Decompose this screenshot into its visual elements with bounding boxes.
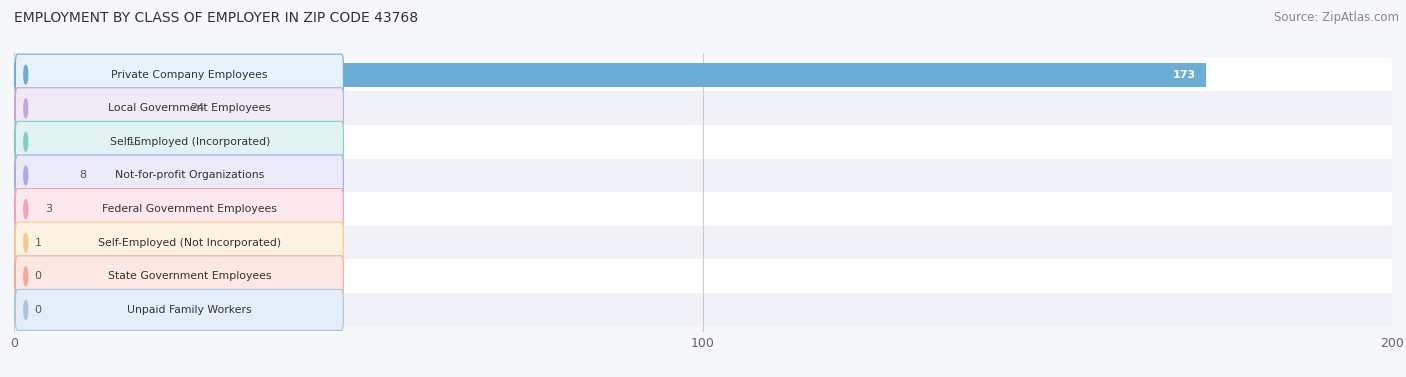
Text: 8: 8 — [80, 170, 87, 181]
Circle shape — [24, 65, 28, 84]
Bar — [14, 63, 1206, 87]
Circle shape — [24, 267, 28, 286]
Bar — [14, 264, 20, 288]
Circle shape — [24, 300, 28, 319]
FancyBboxPatch shape — [15, 88, 343, 129]
Bar — [14, 125, 1392, 159]
Bar — [14, 130, 118, 154]
Bar — [14, 192, 1392, 226]
Text: Self-Employed (Not Incorporated): Self-Employed (Not Incorporated) — [98, 238, 281, 248]
Text: Private Company Employees: Private Company Employees — [111, 70, 269, 80]
FancyBboxPatch shape — [15, 256, 343, 297]
Text: 0: 0 — [35, 305, 42, 315]
FancyBboxPatch shape — [15, 222, 343, 263]
Text: 24: 24 — [190, 103, 204, 113]
Text: 173: 173 — [1173, 70, 1195, 80]
Text: Federal Government Employees: Federal Government Employees — [103, 204, 277, 214]
FancyBboxPatch shape — [15, 121, 343, 162]
Bar — [14, 96, 180, 120]
FancyBboxPatch shape — [15, 290, 343, 330]
FancyBboxPatch shape — [15, 188, 343, 230]
Text: 1: 1 — [35, 238, 42, 248]
Text: Self-Employed (Incorporated): Self-Employed (Incorporated) — [110, 137, 270, 147]
Circle shape — [24, 200, 28, 218]
Bar — [14, 159, 1392, 192]
Text: Unpaid Family Workers: Unpaid Family Workers — [128, 305, 252, 315]
Bar — [14, 197, 35, 221]
Circle shape — [24, 132, 28, 151]
Bar — [14, 92, 1392, 125]
Bar — [14, 298, 20, 322]
Circle shape — [24, 99, 28, 118]
Bar — [14, 231, 21, 255]
Circle shape — [24, 166, 28, 185]
Bar — [14, 163, 69, 188]
Text: Not-for-profit Organizations: Not-for-profit Organizations — [115, 170, 264, 181]
FancyBboxPatch shape — [15, 54, 343, 95]
Bar — [14, 259, 1392, 293]
Text: 3: 3 — [45, 204, 52, 214]
Text: State Government Employees: State Government Employees — [108, 271, 271, 281]
Circle shape — [24, 233, 28, 252]
Bar — [14, 58, 1392, 92]
Text: Local Government Employees: Local Government Employees — [108, 103, 271, 113]
Bar — [14, 226, 1392, 259]
Text: EMPLOYMENT BY CLASS OF EMPLOYER IN ZIP CODE 43768: EMPLOYMENT BY CLASS OF EMPLOYER IN ZIP C… — [14, 11, 418, 25]
FancyBboxPatch shape — [15, 155, 343, 196]
Text: 0: 0 — [35, 271, 42, 281]
Text: Source: ZipAtlas.com: Source: ZipAtlas.com — [1274, 11, 1399, 24]
Bar — [14, 293, 1392, 327]
Text: 15: 15 — [128, 137, 142, 147]
